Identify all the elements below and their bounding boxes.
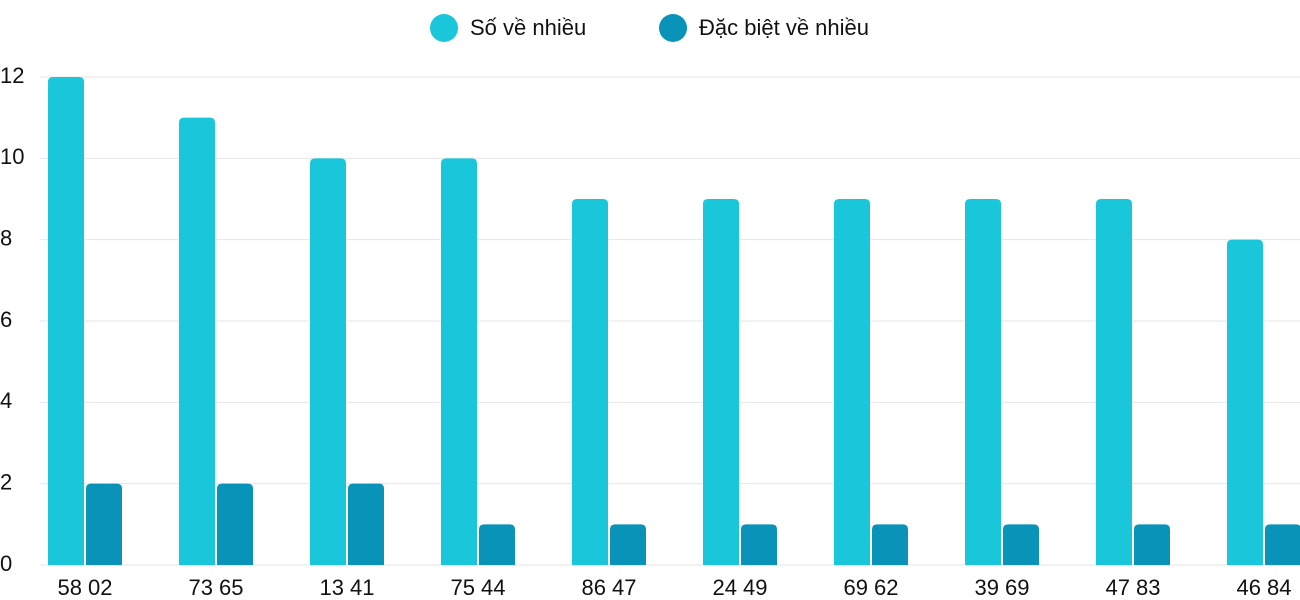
bar	[965, 199, 1001, 565]
y-tick-label: 0	[0, 551, 12, 576]
x-tick-label: 58 02	[57, 575, 112, 600]
legend-label: Đặc biệt về nhiều	[699, 15, 869, 40]
y-tick-label: 4	[0, 388, 12, 413]
bar	[86, 483, 122, 565]
x-tick-label: 86 47	[581, 575, 636, 600]
x-tick-label: 69 62	[843, 575, 898, 600]
y-tick-label: 12	[0, 63, 24, 88]
bar	[834, 199, 870, 565]
bar	[703, 199, 739, 565]
bar	[217, 483, 253, 565]
x-tick-label: 39 69	[974, 575, 1029, 600]
y-tick-label: 6	[0, 307, 12, 332]
bar	[1096, 199, 1132, 565]
bar	[179, 117, 215, 566]
bar	[48, 77, 84, 565]
bar	[441, 158, 477, 566]
bar	[348, 483, 384, 565]
x-tick-label: 75 44	[450, 575, 505, 600]
bar	[1227, 239, 1263, 565]
bar	[479, 524, 515, 565]
legend-marker	[659, 14, 687, 42]
bar	[1265, 524, 1300, 565]
x-tick-label: 47 83	[1105, 575, 1160, 600]
x-tick-label: 46 84	[1236, 575, 1291, 600]
bar	[572, 199, 608, 565]
legend-label: Số về nhiều	[470, 15, 586, 40]
bar	[872, 524, 908, 565]
bar	[741, 524, 777, 565]
bar	[1134, 524, 1170, 565]
bar	[310, 158, 346, 566]
y-tick-label: 10	[0, 144, 24, 169]
bar	[610, 524, 646, 565]
x-tick-label: 13 41	[319, 575, 374, 600]
legend-marker	[430, 14, 458, 42]
y-tick-label: 2	[0, 469, 12, 494]
x-tick-label: 73 65	[188, 575, 243, 600]
x-tick-label: 24 49	[712, 575, 767, 600]
bar	[1003, 524, 1039, 565]
y-tick-label: 8	[0, 225, 12, 250]
